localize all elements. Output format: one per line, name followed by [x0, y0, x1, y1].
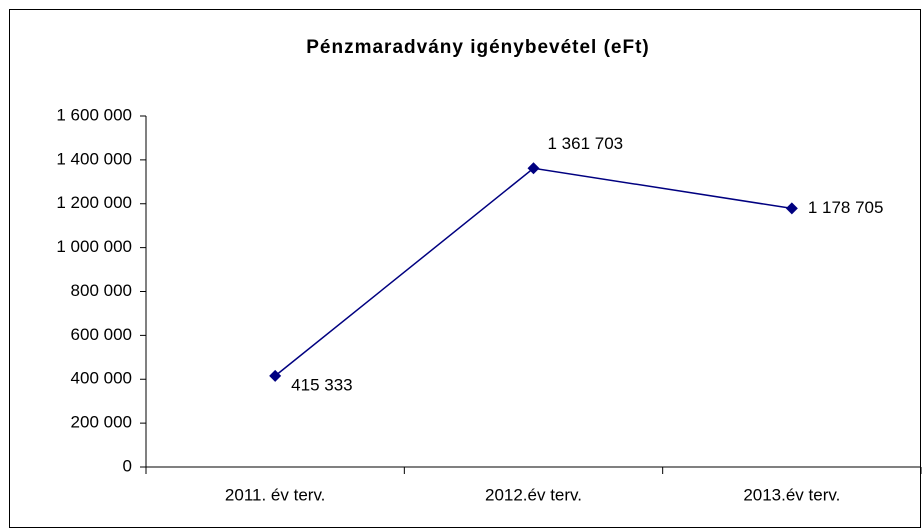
- y-tick-label: 1 000 000: [56, 237, 132, 256]
- data-label: 1 178 705: [808, 198, 884, 217]
- data-label: 1 361 703: [548, 134, 624, 153]
- chart-frame: [9, 9, 921, 528]
- y-tick-label: 1 400 000: [56, 149, 132, 168]
- y-tick-label: 400 000: [71, 369, 132, 388]
- chart-title: Pénzmaradvány igénybevétel (eFt): [306, 37, 650, 58]
- y-tick-label: 1 600 000: [56, 105, 132, 124]
- y-tick-label: 600 000: [71, 325, 132, 344]
- marker: [527, 162, 540, 175]
- y-tick-label: 0: [123, 456, 132, 475]
- x-tick-label: 2011. év terv.: [225, 485, 325, 504]
- y-tick-label: 200 000: [71, 413, 132, 432]
- y-tick-label: 1 200 000: [56, 193, 132, 212]
- marker: [785, 202, 798, 215]
- marker: [269, 369, 282, 382]
- data-label: 415 333: [291, 375, 352, 394]
- x-tick-label: 2013.év terv.: [743, 485, 840, 504]
- x-tick-label: 2012.év terv.: [485, 485, 582, 504]
- y-tick-label: 800 000: [71, 281, 132, 300]
